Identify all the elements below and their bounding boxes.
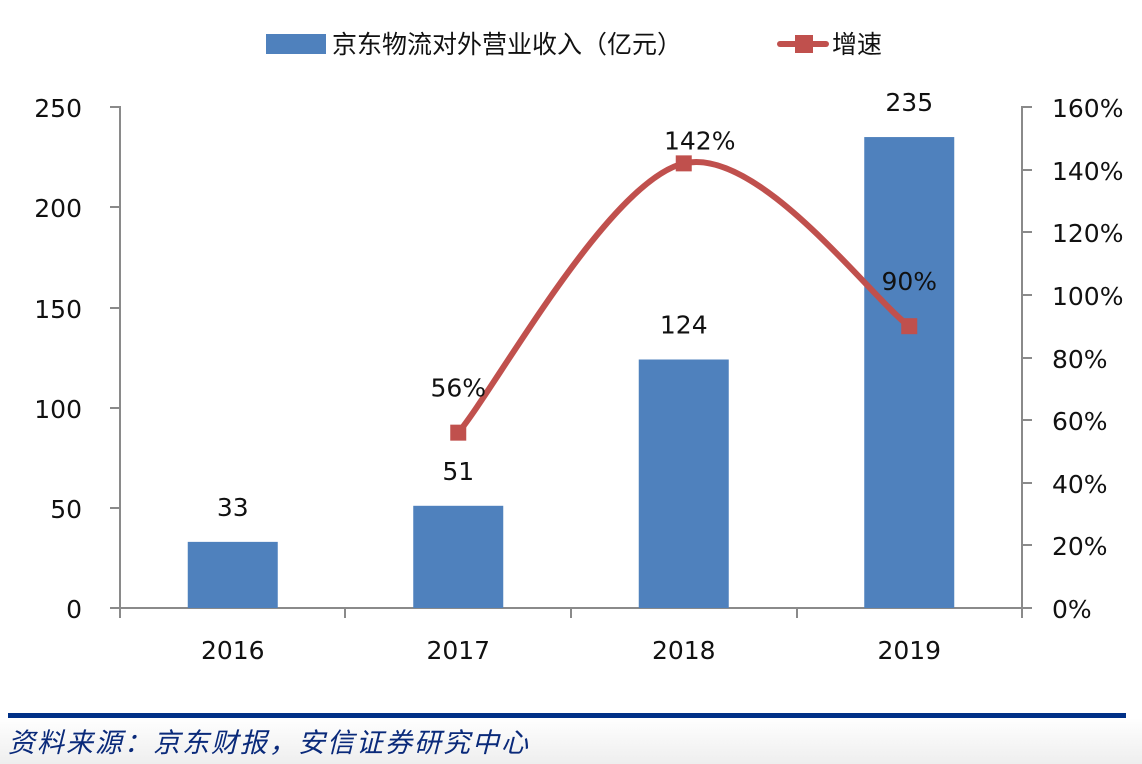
growth-value-label: 56% — [430, 374, 486, 403]
bar-2018 — [638, 359, 729, 608]
bar-2016 — [187, 541, 278, 608]
x-axis — [119, 607, 1023, 618]
left-tick-label: 100 — [34, 395, 82, 424]
growth-marker-icon — [901, 318, 918, 335]
growth-labels: 56% 142% 90% — [430, 126, 937, 402]
left-axis-labels: 250 200 150 100 50 0 — [34, 94, 82, 624]
left-tick-label: 0 — [66, 595, 82, 624]
revenue-bar-labels: 33 51 124 235 — [217, 88, 933, 522]
right-tick-label: 0% — [1052, 595, 1092, 624]
right-axis-labels: 160% 140% 120% 100% 80% 60% 40% 20% 0% — [1052, 94, 1123, 624]
legend-bar-label: 京东物流对外营业收入（亿元） — [332, 30, 682, 59]
left-tick-label: 200 — [34, 194, 82, 223]
legend-line-label: 增速 — [832, 30, 882, 59]
left-axis — [110, 106, 121, 616]
growth-value-label: 142% — [664, 126, 735, 155]
right-tick-label: 120% — [1052, 219, 1123, 248]
left-tick-label: 150 — [34, 295, 82, 324]
growth-marker-icon — [675, 155, 692, 172]
right-tick-label: 20% — [1052, 532, 1108, 561]
combo-chart: 京东物流对外营业收入（亿元） 增速 250 200 150 100 50 0 1… — [34, 30, 1123, 665]
bar-2017 — [413, 505, 504, 608]
revenue-bars — [187, 137, 955, 608]
right-axis — [1021, 106, 1032, 616]
right-tick-label: 160% — [1052, 94, 1123, 123]
category-label: 2017 — [426, 636, 490, 665]
category-label: 2018 — [652, 636, 716, 665]
x-axis-labels: 2016 2017 2018 2019 — [201, 636, 941, 665]
growth-value-label: 90% — [881, 267, 937, 296]
growth-markers — [450, 155, 918, 441]
source-note: 资料来源：京东财报，安信证券研究中心 — [8, 728, 530, 759]
right-tick-label: 60% — [1052, 407, 1108, 436]
growth-marker-icon — [450, 424, 467, 441]
bar-2019 — [864, 137, 955, 608]
right-tick-label: 80% — [1052, 345, 1108, 374]
bar-value-label: 33 — [217, 493, 249, 522]
legend-line-marker-icon — [795, 35, 813, 53]
legend-bar-swatch — [266, 34, 326, 54]
left-tick-label: 50 — [50, 495, 82, 524]
bar-value-label: 51 — [442, 457, 474, 486]
right-tick-label: 100% — [1052, 282, 1123, 311]
bar-value-label: 235 — [885, 88, 933, 117]
legend: 京东物流对外营业收入（亿元） 增速 — [266, 30, 882, 59]
footer-divider — [8, 713, 1126, 718]
category-label: 2019 — [877, 636, 941, 665]
left-tick-label: 250 — [34, 94, 82, 123]
right-tick-label: 40% — [1052, 470, 1108, 499]
right-tick-label: 140% — [1052, 157, 1123, 186]
bar-value-label: 124 — [660, 311, 708, 340]
footer-background — [0, 718, 1142, 764]
category-label: 2016 — [201, 636, 265, 665]
